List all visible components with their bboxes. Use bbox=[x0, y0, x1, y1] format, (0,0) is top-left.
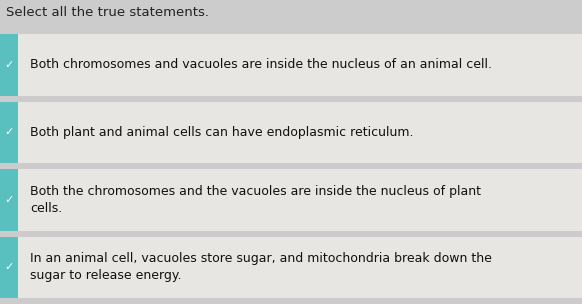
Text: ✓: ✓ bbox=[4, 195, 14, 205]
Bar bbox=[0, 237, 18, 298]
Bar bbox=[0, 102, 582, 163]
Text: ✓: ✓ bbox=[4, 60, 14, 70]
Text: In an animal cell, vacuoles store sugar, and mitochondria break down the: In an animal cell, vacuoles store sugar,… bbox=[30, 252, 492, 265]
Bar bbox=[0, 237, 582, 298]
Text: cells.: cells. bbox=[30, 202, 62, 215]
Text: Both the chromosomes and the vacuoles are inside the nucleus of plant: Both the chromosomes and the vacuoles ar… bbox=[30, 185, 481, 198]
Text: Select all the true statements.: Select all the true statements. bbox=[6, 6, 209, 19]
Text: Both chromosomes and vacuoles are inside the nucleus of an animal cell.: Both chromosomes and vacuoles are inside… bbox=[30, 58, 492, 71]
Bar bbox=[0, 169, 582, 230]
Bar bbox=[0, 102, 18, 163]
Text: Both plant and animal cells can have endoplasmic reticulum.: Both plant and animal cells can have end… bbox=[30, 126, 413, 139]
Bar bbox=[0, 34, 18, 95]
Text: sugar to release energy.: sugar to release energy. bbox=[30, 269, 182, 282]
Text: ✓: ✓ bbox=[4, 127, 14, 137]
Text: ✓: ✓ bbox=[4, 262, 14, 272]
Bar bbox=[0, 34, 582, 95]
Bar bbox=[0, 169, 18, 230]
